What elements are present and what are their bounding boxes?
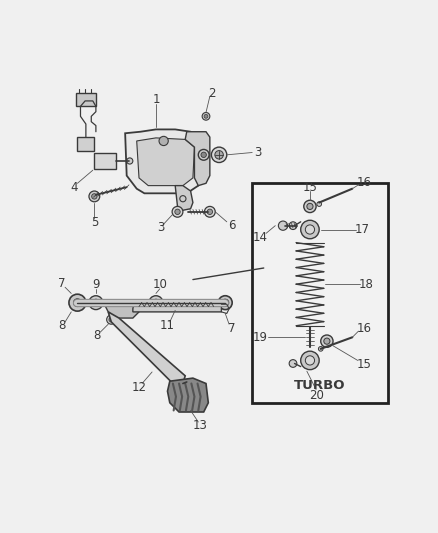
Text: 7: 7 — [58, 277, 66, 290]
Ellipse shape — [69, 294, 86, 311]
Text: 5: 5 — [91, 216, 98, 229]
Text: 10: 10 — [152, 278, 167, 292]
Bar — [252, 183, 389, 403]
Circle shape — [317, 202, 321, 206]
Circle shape — [304, 200, 316, 213]
Bar — [94, 152, 116, 169]
Circle shape — [172, 206, 183, 217]
Polygon shape — [108, 312, 185, 386]
Circle shape — [212, 147, 227, 163]
Circle shape — [107, 315, 116, 324]
Circle shape — [202, 112, 210, 120]
Ellipse shape — [218, 296, 232, 310]
Circle shape — [305, 356, 314, 365]
Circle shape — [205, 206, 215, 217]
Circle shape — [305, 225, 314, 234]
Text: 1: 1 — [152, 93, 160, 106]
Text: TURBO: TURBO — [294, 379, 346, 392]
Circle shape — [109, 317, 113, 322]
Text: 18: 18 — [359, 278, 374, 290]
Circle shape — [159, 136, 168, 146]
Polygon shape — [167, 378, 208, 412]
Ellipse shape — [89, 296, 103, 310]
Text: 16: 16 — [357, 321, 371, 335]
Ellipse shape — [222, 299, 229, 306]
Text: 6: 6 — [228, 219, 235, 232]
Circle shape — [127, 158, 133, 164]
Text: 13: 13 — [193, 419, 208, 432]
Bar — [78, 137, 94, 151]
Circle shape — [324, 338, 330, 344]
Circle shape — [204, 115, 208, 118]
Text: 4: 4 — [71, 181, 78, 193]
Text: 2: 2 — [208, 87, 215, 100]
Text: 14: 14 — [252, 231, 267, 245]
Polygon shape — [125, 130, 204, 193]
Polygon shape — [103, 303, 139, 318]
Ellipse shape — [152, 299, 159, 306]
Ellipse shape — [149, 296, 163, 310]
Circle shape — [321, 335, 333, 348]
Polygon shape — [185, 132, 210, 185]
Text: 7: 7 — [228, 321, 235, 335]
Circle shape — [279, 221, 288, 230]
Text: 20: 20 — [309, 389, 324, 402]
Text: 16: 16 — [357, 176, 371, 189]
Ellipse shape — [92, 299, 99, 306]
Circle shape — [201, 152, 206, 158]
Circle shape — [289, 360, 297, 367]
Text: 15: 15 — [357, 358, 371, 371]
Text: 15: 15 — [303, 181, 318, 193]
Text: 9: 9 — [92, 278, 99, 292]
Circle shape — [289, 222, 297, 230]
Text: 8: 8 — [58, 319, 66, 332]
Bar — [76, 93, 96, 106]
Text: 3: 3 — [157, 222, 164, 235]
Polygon shape — [175, 185, 193, 210]
Ellipse shape — [74, 299, 81, 306]
Polygon shape — [133, 301, 221, 312]
Text: 3: 3 — [254, 146, 261, 159]
Text: 12: 12 — [131, 381, 146, 394]
Circle shape — [301, 220, 319, 239]
Circle shape — [207, 209, 212, 214]
Text: 17: 17 — [355, 223, 370, 236]
Circle shape — [215, 151, 223, 159]
Circle shape — [307, 203, 313, 209]
Polygon shape — [137, 138, 194, 185]
Text: 8: 8 — [94, 329, 101, 342]
Circle shape — [301, 351, 319, 370]
Text: 19: 19 — [253, 331, 268, 344]
Circle shape — [92, 193, 97, 199]
Circle shape — [318, 346, 323, 351]
Text: 11: 11 — [159, 319, 174, 332]
Circle shape — [175, 209, 180, 214]
Circle shape — [89, 191, 100, 202]
